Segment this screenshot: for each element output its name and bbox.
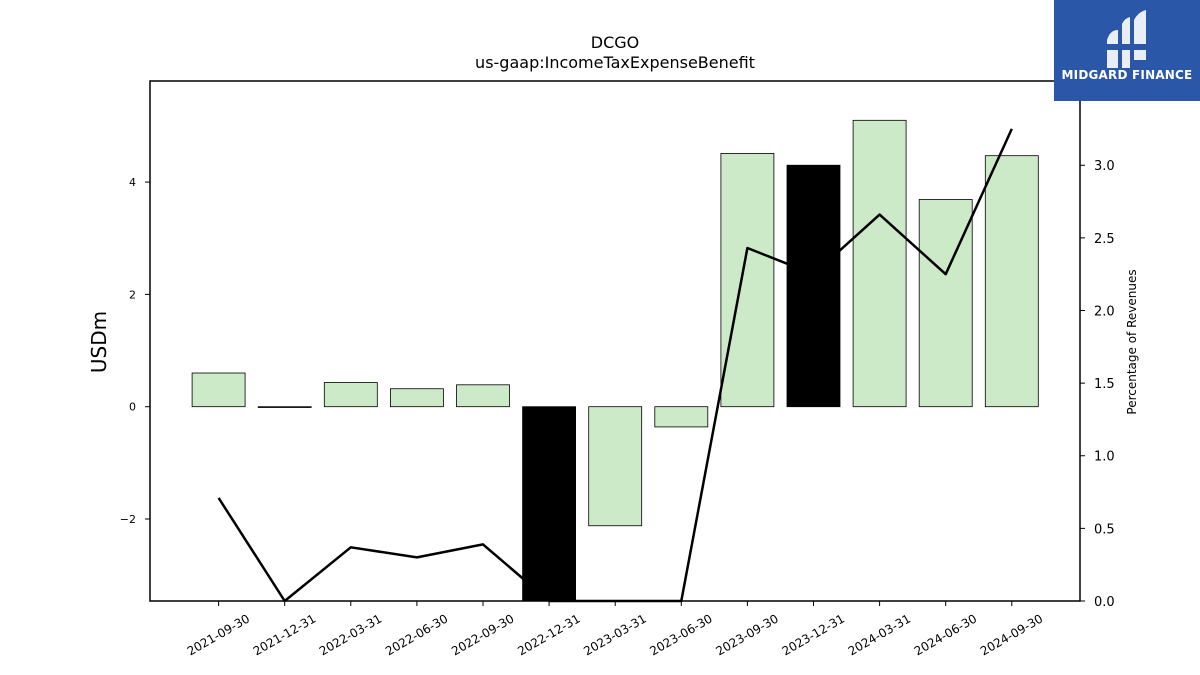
y2-tick-label: 2.0 <box>1094 304 1115 319</box>
x-tick-label: 2022-06-30 <box>383 611 450 658</box>
bar-2023-03-31 <box>588 406 643 527</box>
y-tick-label: 4 <box>129 176 136 189</box>
x-tick-label: 2022-03-31 <box>317 611 384 658</box>
bar-2022-09-30 <box>456 384 510 408</box>
bar-2022-06-30 <box>389 388 444 408</box>
y2-tick-label: 0.5 <box>1094 522 1115 537</box>
x-tick-label: 2022-12-31 <box>515 611 582 658</box>
logo-text: MIDGARD FINANCE <box>1061 68 1193 82</box>
bar-2024-03-31 <box>852 119 907 408</box>
x-tick-label: 2023-06-30 <box>647 611 714 658</box>
y2-tick-label: 1.0 <box>1094 450 1115 465</box>
chart-subtitle: us-gaap:IncomeTaxExpenseBenefit <box>475 53 755 72</box>
x-tick-label: 2021-09-30 <box>185 611 252 658</box>
y-axis-label: USDm <box>87 311 111 373</box>
bar-2023-06-30 <box>654 406 709 428</box>
bar-series <box>191 119 1039 602</box>
bar-2024-09-30 <box>984 155 1039 408</box>
y2-tick-label: 1.5 <box>1094 377 1115 392</box>
x-tick-label: 2024-06-30 <box>912 611 979 658</box>
bar-2023-12-31 <box>786 164 841 408</box>
x-tick-label: 2023-09-30 <box>713 611 780 658</box>
y2-tick-label: 0.0 <box>1094 595 1115 610</box>
logo-mark-icon <box>1107 10 1146 68</box>
bar-2021-12-31 <box>257 406 312 408</box>
chart-title: DCGO <box>591 33 639 52</box>
y-tick-label: −2 <box>120 513 136 526</box>
y2-axis-label: Percentage of Revenues <box>1125 269 1139 414</box>
bar-2021-09-30 <box>191 372 246 408</box>
y2-tick-label: 2.5 <box>1094 232 1115 247</box>
y2-tick-label: 3.0 <box>1094 159 1115 174</box>
bar-2022-12-31 <box>522 406 576 602</box>
x-tick-label: 2022-09-30 <box>449 611 516 658</box>
y-tick-label: 2 <box>129 288 136 301</box>
x-tick-label: 2021-12-31 <box>251 611 318 658</box>
x-tick-label: 2024-09-30 <box>978 611 1045 658</box>
x-tick-label: 2023-03-31 <box>581 611 648 658</box>
x-tick-label: 2023-12-31 <box>780 611 847 658</box>
midgard-finance-logo: MIDGARD FINANCE <box>1054 0 1200 101</box>
bar-2023-09-30 <box>720 153 775 408</box>
bar-2022-03-31 <box>323 382 378 408</box>
y-tick-label: 0 <box>129 401 136 414</box>
x-tick-label: 2024-03-31 <box>846 611 913 658</box>
